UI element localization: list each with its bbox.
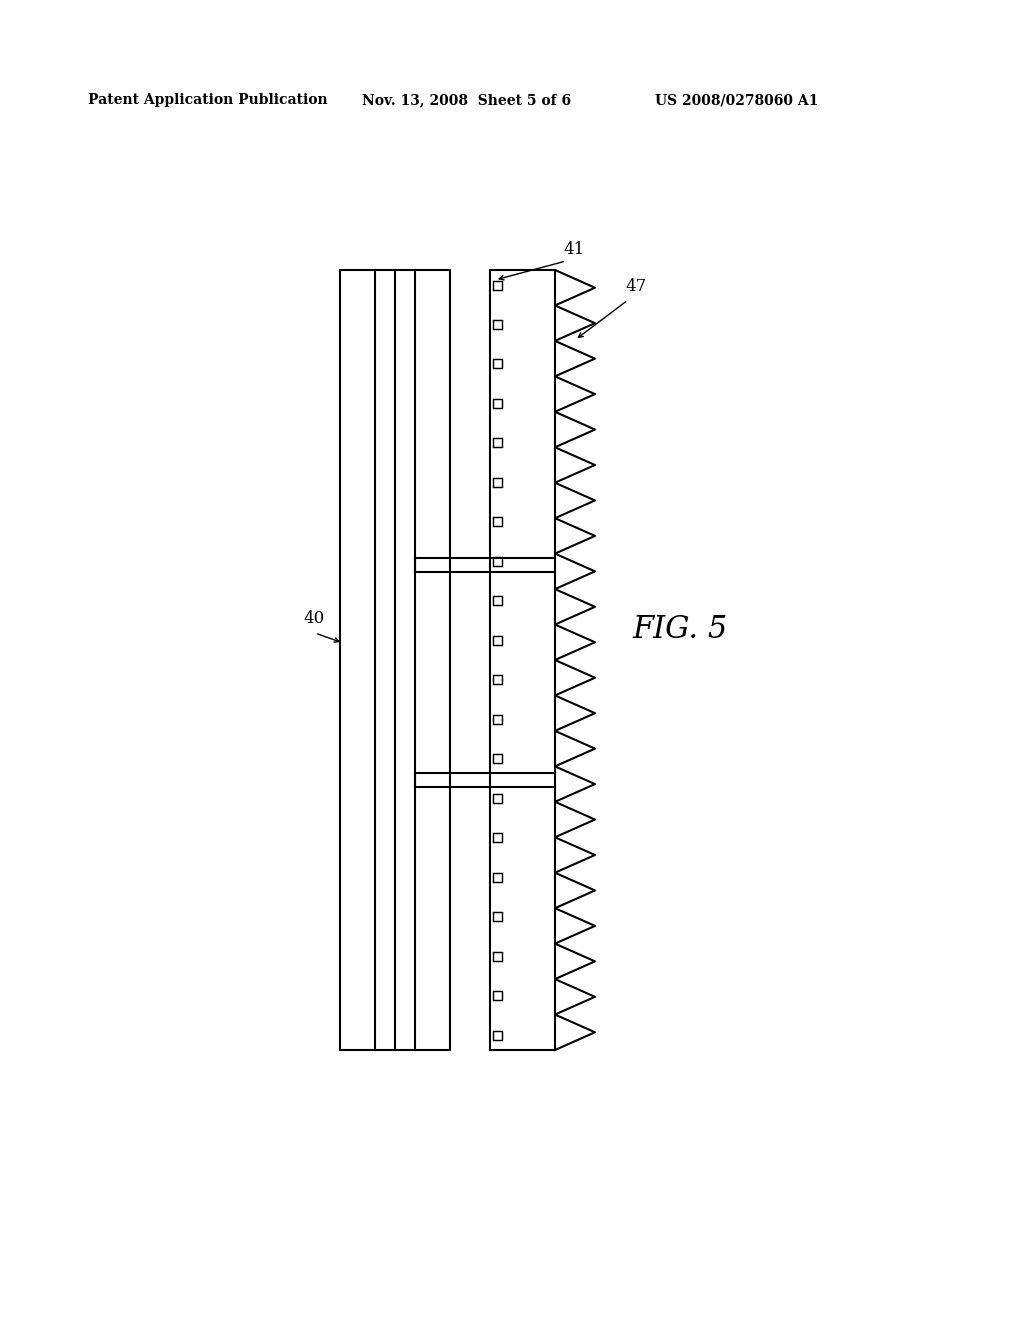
Bar: [493, 557, 502, 566]
Bar: [493, 1031, 502, 1040]
Bar: [493, 478, 502, 487]
Bar: [493, 991, 502, 1001]
Bar: [493, 873, 502, 882]
Bar: [493, 912, 502, 921]
Text: 47: 47: [625, 279, 646, 294]
Text: Patent Application Publication: Patent Application Publication: [88, 92, 328, 107]
Bar: [493, 597, 502, 606]
Bar: [493, 833, 502, 842]
Text: Nov. 13, 2008  Sheet 5 of 6: Nov. 13, 2008 Sheet 5 of 6: [362, 92, 571, 107]
Bar: [493, 714, 502, 723]
Bar: [493, 793, 502, 803]
Bar: [493, 281, 502, 289]
Text: 40: 40: [303, 610, 325, 627]
Text: FIG. 5: FIG. 5: [633, 615, 728, 645]
Text: US 2008/0278060 A1: US 2008/0278060 A1: [655, 92, 818, 107]
Bar: [493, 438, 502, 447]
Bar: [493, 676, 502, 684]
Bar: [493, 952, 502, 961]
Bar: [493, 359, 502, 368]
Bar: [493, 754, 502, 763]
Bar: [493, 319, 502, 329]
Bar: [493, 636, 502, 644]
Bar: [493, 399, 502, 408]
Text: 41: 41: [563, 242, 585, 257]
Bar: [493, 517, 502, 527]
